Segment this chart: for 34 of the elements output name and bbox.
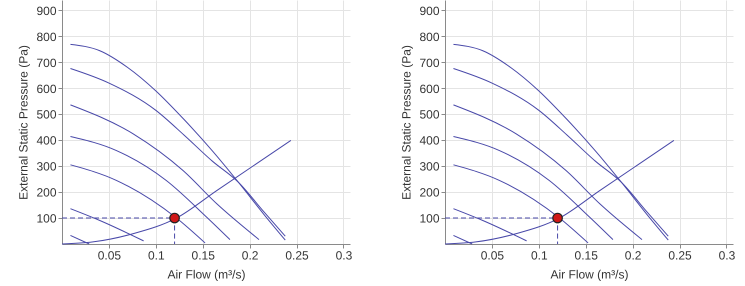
x-tick-label: 0.25 xyxy=(668,248,692,262)
y-axis-title: External Static Pressure (Pa) xyxy=(399,45,414,200)
y-tick-label: 800 xyxy=(419,30,440,44)
y-tick-label: 500 xyxy=(36,108,57,122)
x-tick-label: 0.1 xyxy=(530,248,548,262)
x-tick-label: 0.2 xyxy=(242,248,259,262)
x-tick-label: 0.15 xyxy=(192,248,216,262)
y-tick-label: 400 xyxy=(419,134,440,148)
y-tick-label: 100 xyxy=(419,212,440,226)
x-axis-title: Air Flow (m³/s) xyxy=(550,268,628,282)
y-tick-label: 600 xyxy=(36,82,57,96)
y-tick-label: 300 xyxy=(419,160,440,174)
y-tick-label: 400 xyxy=(36,134,57,148)
y-tick-label: 900 xyxy=(419,4,440,18)
x-tick-label: 0.05 xyxy=(480,248,504,262)
y-tick-label: 700 xyxy=(36,56,57,70)
y-tick-label: 800 xyxy=(36,30,57,44)
y-tick-label: 200 xyxy=(419,186,440,200)
y-tick-label: 500 xyxy=(419,108,440,122)
y-axis-title: External Static Pressure (Pa) xyxy=(16,45,30,200)
x-tick-label: 0.15 xyxy=(574,248,598,262)
y-tick-label: 100 xyxy=(36,212,57,226)
y-tick-label: 600 xyxy=(419,82,440,96)
x-tick-label: 0.2 xyxy=(624,248,642,262)
x-tick-label: 0.3 xyxy=(718,248,736,262)
x-tick-label: 0.1 xyxy=(148,248,165,262)
x-tick-label: 0.05 xyxy=(98,248,122,262)
y-tick-label: 700 xyxy=(419,56,440,70)
x-tick-label: 0.3 xyxy=(336,248,353,262)
y-tick-label: 900 xyxy=(36,4,57,18)
x-axis-title: Air Flow (m³/s) xyxy=(168,268,246,282)
y-tick-label: 300 xyxy=(36,160,57,174)
y-tick-label: 200 xyxy=(36,186,57,200)
x-tick-label: 0.25 xyxy=(285,248,310,262)
